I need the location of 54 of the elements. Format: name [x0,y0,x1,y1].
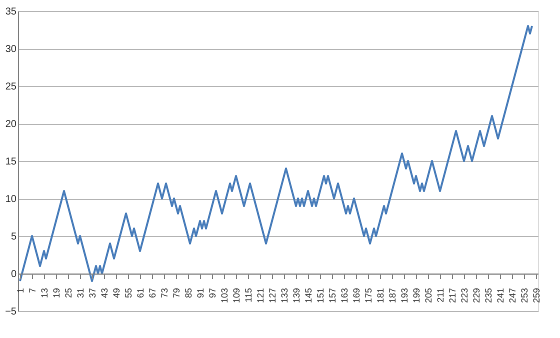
x-tick-label: 67 [148,288,158,298]
x-tick-label: 241 [496,288,506,304]
x-tick-label: 229 [472,288,482,304]
x-tick-label: 97 [208,288,218,298]
x-tick-label: 55 [124,288,134,298]
x-tick-label: 79 [172,288,182,298]
x-tick-label: 91 [196,288,206,298]
x-tick-label: 31 [76,288,86,298]
x-tick-label: 49 [112,288,122,298]
x-tick-label: 145 [304,288,314,304]
y-tick-label: 35 [5,6,17,18]
y-tick-label: 0 [10,269,17,280]
x-tick-label: 193 [400,288,410,304]
x-tick-label: 175 [364,288,374,304]
line-series [19,25,533,282]
x-tick-label: 19 [52,288,62,298]
x-tick-label: 7 [28,288,38,294]
x-tick-label: 253 [520,288,530,304]
x-tick-label: 199 [412,288,422,304]
x-tick-label: 187 [388,288,398,304]
x-tick-label: 103 [220,288,230,304]
x-tick-label: 121 [256,288,266,304]
x-tick-label: 25 [64,288,74,298]
y-tick-label: 25 [5,82,17,92]
x-tick-label: 1 [16,288,26,294]
y-tick-label: 10 [5,194,17,205]
x-tick-label: 61 [136,288,146,298]
x-tick-label: 37 [88,288,98,298]
x-tick-label: 133 [280,288,290,304]
x-tick-label: 223 [460,288,470,304]
x-tick-label: 205 [424,288,434,304]
x-tick-label: 109 [232,288,242,304]
y-tick-label: 30 [5,44,17,55]
x-tick-label: 157 [328,288,338,304]
x-tick-label: 73 [160,288,170,298]
y-tick-label: −5 [5,306,17,318]
x-tick-label: 127 [268,288,278,304]
x-tick-label: 211 [436,288,446,302]
x-tick-label: 169 [352,288,362,304]
x-tick-label: 13 [40,288,50,298]
y-tick-label: 5 [10,232,17,242]
x-tick-label: 235 [484,288,494,304]
x-tick-label: 139 [292,288,302,304]
y-tick-label: 20 [5,119,17,130]
x-tick-label: 115 [244,288,254,302]
x-tick-label: 259 [532,288,542,304]
y-tick-label: 15 [5,156,17,168]
x-tick-label: 181 [376,288,386,304]
x-tick-label: 85 [184,288,194,298]
x-tick-label: 247 [508,288,518,304]
x-tick-label: 163 [340,288,350,304]
x-tick-label: 43 [100,288,110,298]
x-tick-label: 217 [448,288,458,304]
x-tick-label: 151 [316,288,326,304]
